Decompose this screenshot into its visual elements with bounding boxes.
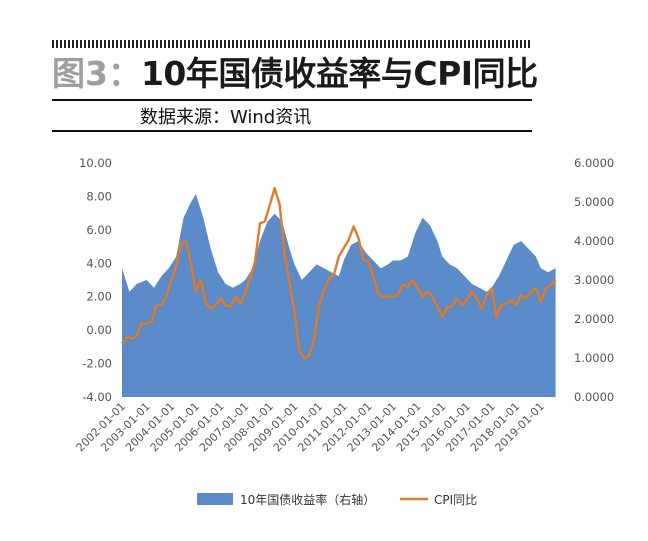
- left-tick-label: 0.00: [86, 323, 112, 337]
- left-tick-label: 4.00: [86, 256, 112, 270]
- left-tick-label: 6.00: [86, 223, 112, 237]
- figure-title-text: 10年国债收益率与CPI同比: [140, 54, 538, 93]
- right-tick-label: 3.0000: [574, 273, 614, 287]
- right-tick-label: 2.0000: [574, 312, 614, 326]
- left-tick-label: -2.00: [82, 357, 112, 371]
- header-divider: [52, 130, 532, 132]
- legend-swatch-bond: [197, 493, 233, 505]
- left-axis: 10.00 8.00 6.00 4.00 2.00 0.00 -2.00 -4.00: [79, 156, 112, 404]
- right-axis: 6.0000 5.0000 4.0000 3.0000 2.0000 1.0000 0.00…: [574, 156, 614, 404]
- legend: 10年国债收益率（右轴） CPI同比: [197, 492, 477, 507]
- right-tick-label: 0.0000: [574, 390, 614, 404]
- plot-area: [121, 186, 557, 397]
- right-tick-label: 6.0000: [574, 156, 614, 170]
- left-tick-label: -4.00: [82, 390, 112, 404]
- figure-title: 图3：10年国债收益率与CPI同比: [52, 50, 538, 104]
- left-tick-label: 10.00: [79, 156, 112, 170]
- figure-number: 图3：: [52, 54, 141, 93]
- title-underline: [52, 99, 532, 101]
- bond-yield-area: [122, 194, 556, 397]
- data-source: 数据来源：Wind资讯: [140, 107, 312, 128]
- cpi-line: [121, 186, 557, 360]
- left-tick-label: 2.00: [86, 290, 112, 304]
- x-axis: 2002-01-012003-01-012004-01-012005-01-01…: [74, 400, 547, 454]
- legend-label-cpi: CPI同比: [434, 493, 477, 507]
- right-tick-label: 4.0000: [574, 234, 614, 248]
- right-tick-label: 1.0000: [574, 351, 614, 365]
- title-hatch-bar: [52, 40, 532, 48]
- left-tick-label: 8.00: [86, 189, 112, 203]
- right-tick-label: 5.0000: [574, 195, 614, 209]
- legend-label-bond: 10年国债收益率（右轴）: [240, 492, 375, 507]
